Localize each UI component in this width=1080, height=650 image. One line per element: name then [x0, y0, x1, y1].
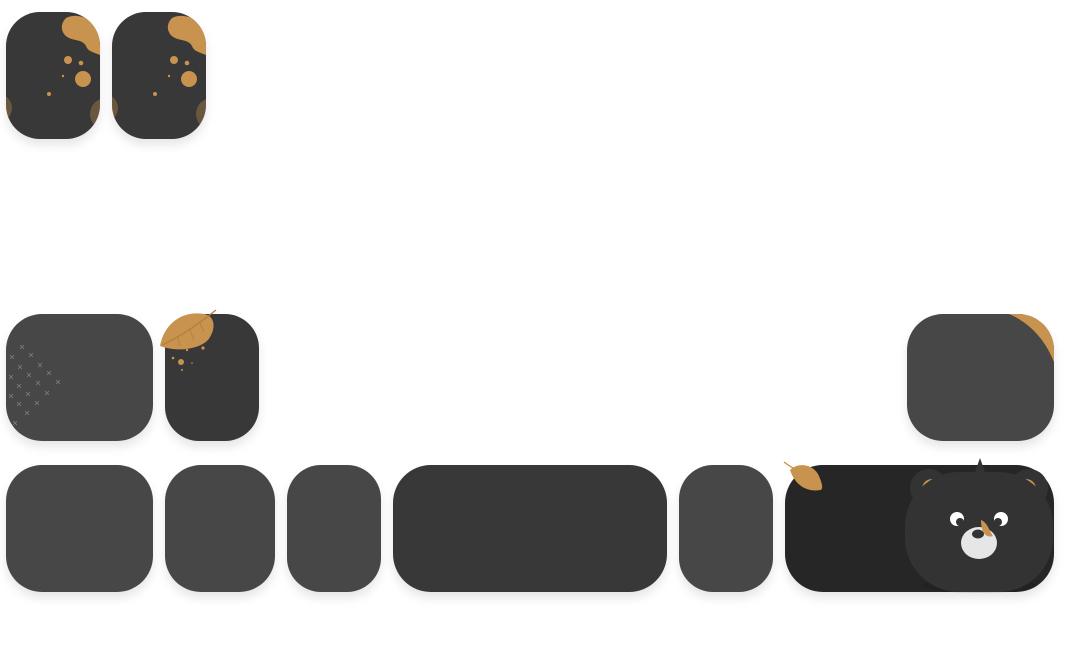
key-bottom-5[interactable] — [679, 465, 773, 592]
splatter-decoration — [112, 15, 206, 129]
key-bottom-1[interactable] — [6, 465, 153, 592]
bear-mascot-key[interactable] — [903, 458, 1055, 594]
splatter-decoration — [1009, 314, 1054, 362]
key-top-2[interactable] — [112, 12, 206, 139]
key-bottom-3[interactable] — [287, 465, 381, 592]
key-bottom-2[interactable] — [165, 465, 275, 592]
splatter-decoration — [171, 346, 205, 371]
bear-mascot-icon — [905, 458, 1053, 593]
cross-pattern-decoration — [8, 344, 61, 426]
key-middle-1[interactable] — [6, 314, 153, 441]
splatter-decoration — [6, 15, 100, 129]
key-middle-2[interactable] — [165, 314, 259, 441]
key-top-1[interactable] — [6, 12, 100, 139]
key-middle-3[interactable] — [907, 314, 1054, 441]
spacebar-key[interactable] — [393, 465, 667, 592]
